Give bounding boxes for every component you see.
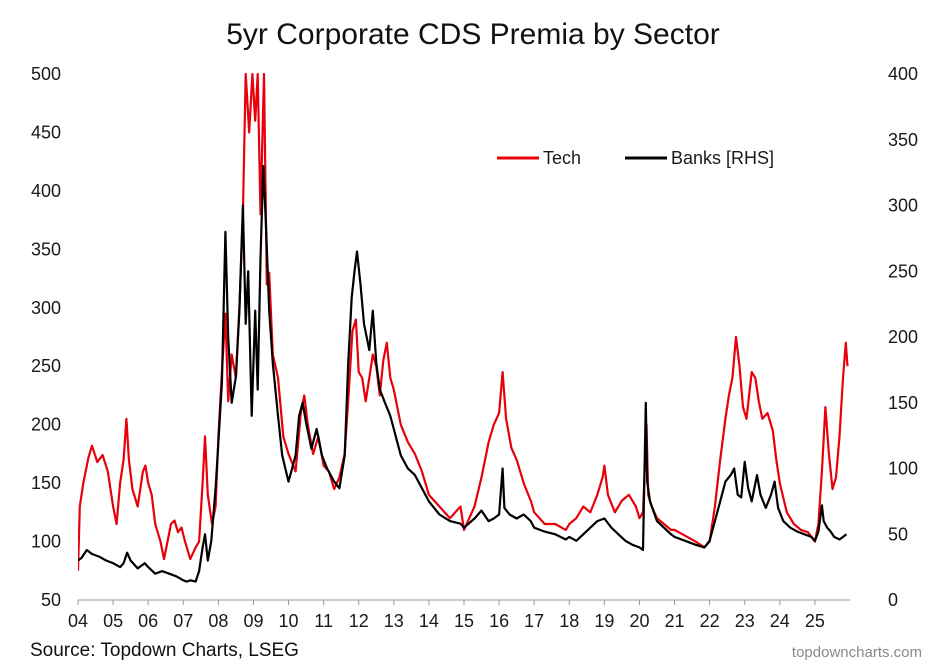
series-line-tech — [78, 72, 849, 571]
y-right-tick-label: 100 — [888, 459, 918, 479]
y-axis-right: 0 50 100 150 200 250 300 350 400 — [888, 64, 918, 610]
y-left-tick-label: 500 — [31, 64, 61, 84]
y-left-tick-label: 200 — [31, 415, 61, 435]
x-tick-label: 06 — [138, 611, 158, 631]
x-tick-label: 12 — [349, 611, 369, 631]
y-right-tick-label: 200 — [888, 327, 918, 347]
y-left-tick-label: 250 — [31, 356, 61, 376]
y-right-tick-label: 350 — [888, 130, 918, 150]
x-tick-label: 25 — [805, 611, 825, 631]
watermark: topdowncharts.com — [791, 644, 922, 661]
legend-label: Banks [RHS] — [671, 148, 774, 168]
y-right-tick-label: 300 — [888, 196, 918, 216]
y-left-tick-label: 450 — [31, 122, 61, 142]
x-tick-label: 18 — [559, 611, 579, 631]
x-tick-label: 09 — [243, 611, 263, 631]
series-line-banks-rhs — [78, 165, 848, 583]
x-tick-label: 17 — [524, 611, 544, 631]
y-right-tick-label: 0 — [888, 590, 898, 610]
chart-title: 5yr Corporate CDS Premia by Sector — [226, 18, 720, 51]
x-axis: 04 05 06 07 08 09 10 11 12 13 14 15 16 17 18 19 20 21 22 23… — [68, 599, 850, 631]
x-tick-label: 15 — [454, 611, 474, 631]
x-tick-label: 13 — [384, 611, 404, 631]
x-tick-label: 08 — [208, 611, 228, 631]
source-note: Source: Topdown Charts, LSEG — [30, 640, 299, 661]
legend: Tech Banks [RHS] — [497, 148, 774, 168]
x-tick-label: 22 — [700, 611, 720, 631]
x-tick-label: 14 — [419, 611, 439, 631]
x-tick-label: 05 — [103, 611, 123, 631]
x-tick-label: 23 — [735, 611, 755, 631]
y-left-tick-label: 350 — [31, 239, 61, 259]
y-right-tick-label: 250 — [888, 261, 918, 281]
y-left-tick-label: 400 — [31, 181, 61, 201]
x-tick-label: 20 — [629, 611, 649, 631]
y-right-tick-label: 150 — [888, 393, 918, 413]
x-tick-label: 19 — [594, 611, 614, 631]
x-tick-label: 24 — [770, 611, 790, 631]
y-left-tick-label: 50 — [41, 590, 61, 610]
y-left-tick-label: 150 — [31, 473, 61, 493]
x-tick-label: 16 — [489, 611, 509, 631]
y-left-tick-label: 100 — [31, 532, 61, 552]
y-right-tick-label: 400 — [888, 64, 918, 84]
y-left-tick-label: 300 — [31, 298, 61, 318]
x-tick-label: 11 — [314, 611, 333, 631]
x-tick-label: 21 — [665, 611, 685, 631]
x-tick-label: 10 — [279, 611, 299, 631]
x-tick-label: 04 — [68, 611, 88, 631]
series-layer — [78, 72, 849, 583]
y-axis-left: 50 100 150 200 250 300 350 400 450 500 — [31, 64, 61, 610]
legend-label: Tech — [543, 148, 581, 168]
x-tick-label: 07 — [173, 611, 193, 631]
y-right-tick-label: 50 — [888, 524, 908, 544]
